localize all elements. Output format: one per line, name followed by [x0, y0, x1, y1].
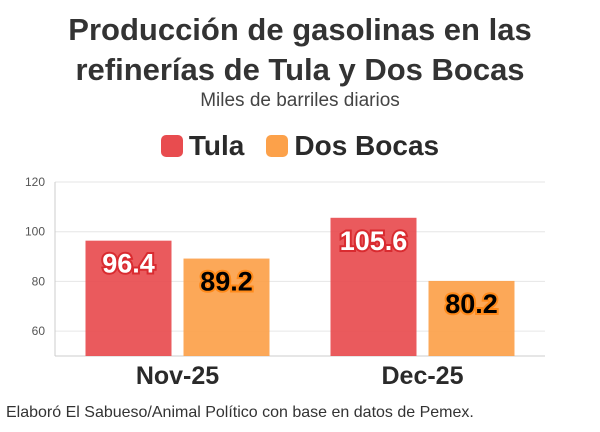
chart-title: Producción de gasolinas en las refinería… — [68, 12, 532, 87]
data-label: 96.4 — [102, 249, 155, 279]
legend-item-tula: Tula — [160, 130, 245, 162]
x-tick-label: Nov-25 — [136, 362, 219, 390]
bar-dos-bocas-dec-25 — [428, 280, 515, 356]
legend-label-dos-bocas: Dos Bocas — [294, 130, 440, 161]
y-tick-label: 100 — [25, 225, 45, 239]
x-tick-label: Dec-25 — [382, 362, 464, 390]
data-label: 80.2 — [445, 289, 498, 319]
data-label: 89.2 — [200, 267, 253, 297]
bar-tula-nov-25 — [85, 240, 172, 356]
data-label: 105.6 — [340, 226, 408, 256]
legend-label-tula: Tula — [188, 130, 245, 161]
source-note: Elaboró El Sabueso/Animal Político con b… — [6, 404, 474, 421]
legend-item-dos-bocas: Dos Bocas — [266, 130, 439, 162]
bar-tula-dec-25 — [330, 217, 417, 356]
bar-dos-bocas-nov-25 — [183, 258, 270, 356]
y-tick-label: 120 — [25, 175, 45, 189]
y-tick-label: 80 — [32, 274, 46, 288]
bar-chart: 60 80 100 120 96.4 89.2 Nov-25 105.6 80.2 Dec-25 — [25, 175, 545, 390]
legend-swatch-dos-bocas — [266, 135, 289, 157]
chart-subtitle: Miles de barriles diarios — [200, 90, 400, 111]
legend-swatch-tula — [160, 135, 183, 157]
legend: Tula Dos Bocas — [0, 130, 600, 162]
y-tick-label: 60 — [32, 324, 46, 338]
